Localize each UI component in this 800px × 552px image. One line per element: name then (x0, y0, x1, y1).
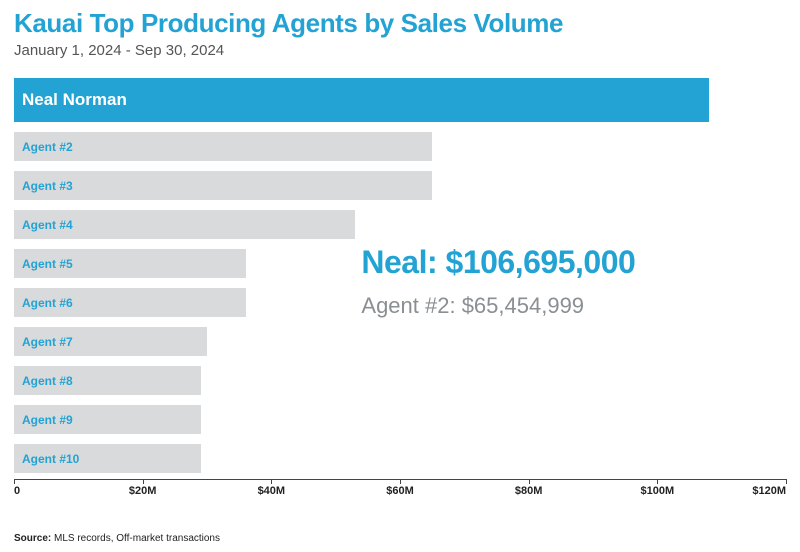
source-line: Source: MLS records, Off-market transact… (14, 533, 220, 544)
bar: Agent #10 (14, 444, 201, 473)
axis-tick (400, 479, 401, 484)
axis-tick-label: $40M (258, 485, 286, 497)
bar: Agent #3 (14, 171, 432, 200)
annotation-secondary: Agent #2: $65,454,999 (361, 293, 584, 319)
axis-tick-label: $20M (129, 485, 157, 497)
axis-tick (14, 479, 15, 484)
bar: Agent #5 (14, 249, 246, 278)
axis-tick (271, 479, 272, 484)
bar: Agent #6 (14, 288, 246, 317)
axis-tick (143, 479, 144, 484)
annotation-primary: Neal: $106,695,000 (361, 244, 635, 281)
bar: Agent #7 (14, 327, 207, 356)
bar: Agent #8 (14, 366, 201, 395)
bar-highlight: Neal Norman (14, 78, 709, 122)
date-range: January 1, 2024 - Sep 30, 2024 (14, 42, 224, 59)
bar: Agent #4 (14, 210, 355, 239)
axis-tick (786, 479, 787, 484)
axis-tick-label: $120M (752, 485, 786, 497)
axis-tick-label: $60M (386, 485, 414, 497)
axis-tick-label: $80M (515, 485, 543, 497)
page-title: Kauai Top Producing Agents by Sales Volu… (14, 8, 563, 39)
bar-chart: Neal Norman Agent #2 Agent #3 Agent #4 Agent… (14, 78, 786, 502)
axis-tick (657, 479, 658, 484)
axis-tick (529, 479, 530, 484)
source-text: MLS records, Off-market transactions (54, 533, 220, 544)
bar: Agent #9 (14, 405, 201, 434)
source-label: Source: (14, 533, 51, 544)
page: Kauai Top Producing Agents by Sales Volu… (0, 0, 800, 552)
axis-tick-label: 0 (14, 485, 20, 497)
axis-tick-label: $100M (641, 485, 675, 497)
bar: Agent #2 (14, 132, 432, 161)
